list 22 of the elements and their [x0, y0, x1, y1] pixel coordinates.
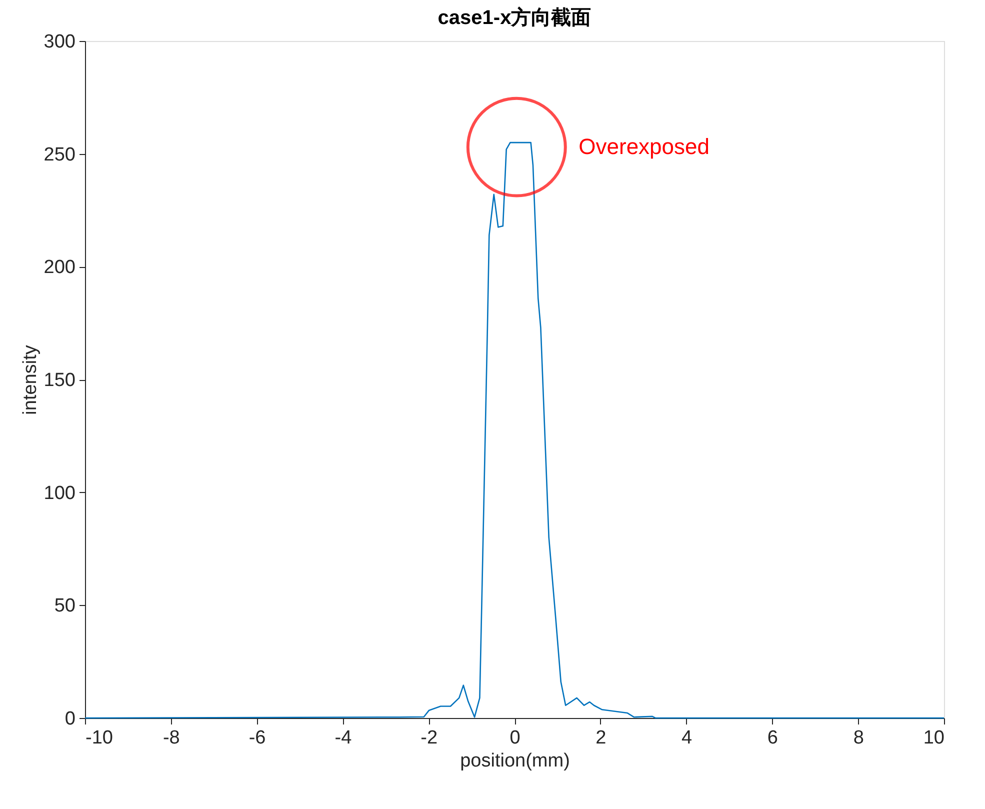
y-tick-label: 50 — [54, 596, 76, 617]
y-tick-label: 300 — [44, 32, 76, 52]
x-tick-label: 10 — [923, 728, 944, 748]
x-tick-label: -10 — [86, 728, 113, 748]
x-tick-label: 6 — [767, 728, 778, 748]
y-tick-label: 250 — [44, 144, 76, 166]
x-tick-label: 2 — [596, 728, 606, 748]
y-tick-label: 200 — [44, 257, 76, 278]
y-tick-label: 100 — [44, 482, 76, 504]
y-axis-title: intensity — [20, 344, 41, 415]
x-tick-label: 4 — [682, 728, 693, 748]
x-axis-title: position(mm) — [460, 750, 570, 772]
x-tick-label: -2 — [420, 728, 438, 748]
x-tick-label: 0 — [510, 728, 520, 748]
x-tick-label: -6 — [248, 728, 266, 748]
x-tick-label: -4 — [334, 728, 352, 748]
y-tick-label: 150 — [44, 370, 76, 391]
annotation: Overexposed — [578, 134, 710, 160]
chart-title: case1-x方向截面 — [438, 6, 592, 29]
x-tick-label: -8 — [162, 728, 180, 748]
y-tick-label: 0 — [64, 708, 76, 730]
x-tick-label: 8 — [853, 728, 864, 748]
